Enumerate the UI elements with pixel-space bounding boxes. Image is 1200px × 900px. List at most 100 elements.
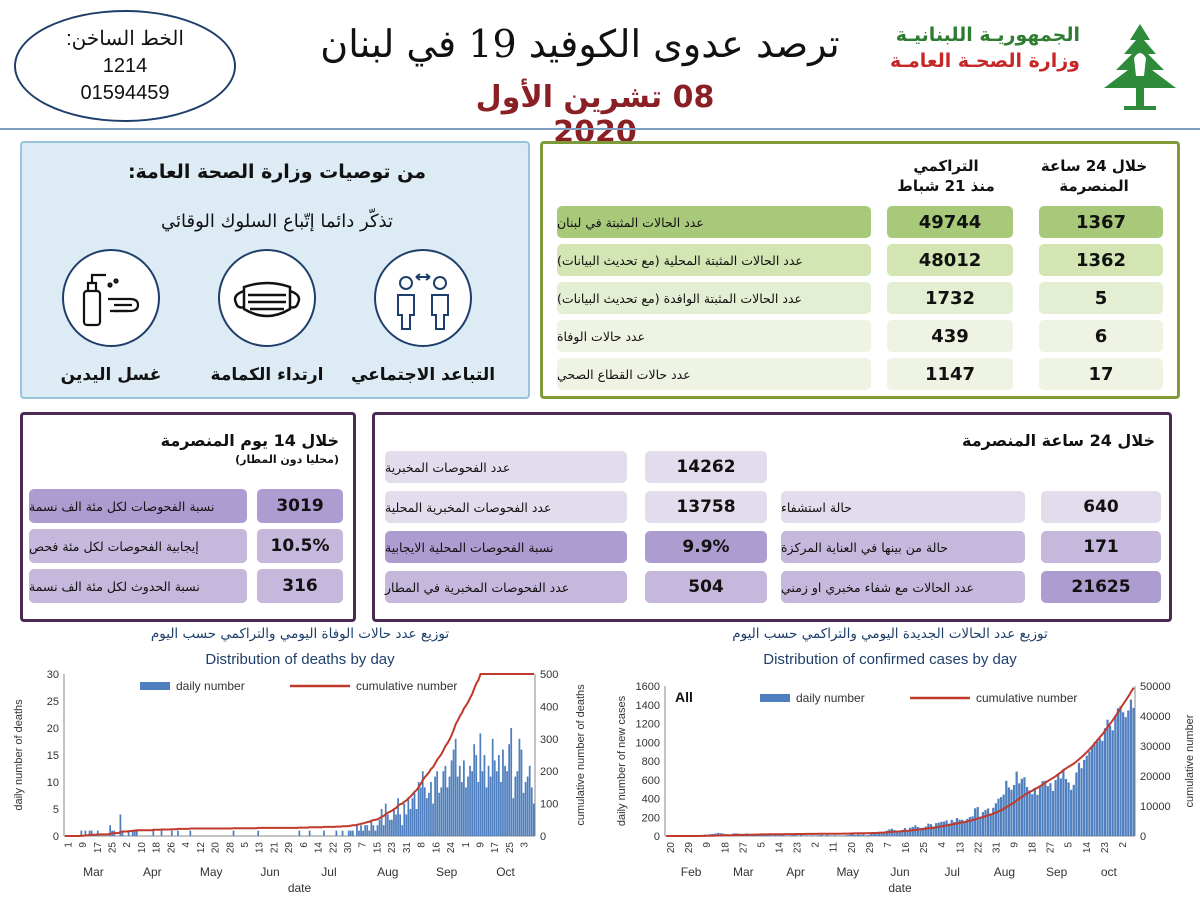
daily-bar <box>989 813 992 836</box>
daily-bar <box>864 835 868 836</box>
hand-washing-icon <box>62 249 160 347</box>
daily-bar <box>440 787 443 836</box>
daily-bar <box>127 830 130 836</box>
daily-bar <box>1070 789 1073 836</box>
x-tick-label: 24 <box>446 842 457 854</box>
cases-chart: 0 200 400 600 800 1000 1200 1400 1600 0 10000 20000… <box>616 681 1196 895</box>
daily-bar <box>784 835 787 836</box>
daily-bar <box>298 830 301 836</box>
daily-bar <box>896 830 899 836</box>
x-tick-label: 4 <box>937 842 948 848</box>
report-date: 08 تشرين الأول 2020 <box>475 80 715 150</box>
tests-value-positivity: 9.9% <box>645 531 767 563</box>
daily-bar <box>467 776 469 836</box>
y-axis-title: daily number of new cases <box>616 695 628 826</box>
daily-bar <box>776 835 779 836</box>
y-tick-label: 30 <box>47 669 59 681</box>
daily-bar <box>849 833 852 836</box>
x-tick-label: 1 <box>461 842 472 848</box>
ministry-name: الجمهوريـة اللبنانيـة وزارة الصحـة العام… <box>880 24 1080 72</box>
daily-bar <box>1023 777 1026 836</box>
summary-cumulative-total: 49744 <box>887 206 1013 238</box>
x-tick-label: 10 <box>137 842 148 854</box>
daily-bar <box>372 825 375 836</box>
month-label: oct <box>1101 865 1118 879</box>
fourteen-days-label-tests: نسبة الفحوصات لكل مئة الف نسمة <box>29 489 247 523</box>
x-tick-label: 5 <box>756 842 767 848</box>
daily-bar <box>384 803 387 836</box>
last-24h-title: خلال 24 ساعة المنصرمة <box>962 431 1155 450</box>
y-tick-label: 1200 <box>636 719 660 731</box>
y-tick-label: 0 <box>53 831 59 843</box>
month-label: Mar <box>83 865 104 879</box>
daily-bar <box>771 835 774 836</box>
daily-bar <box>485 787 488 836</box>
x-tick-label: 18 <box>1028 842 1039 854</box>
y-tick-label: 1600 <box>636 681 660 693</box>
hotline-label: الخط الساخن: <box>66 27 184 50</box>
x-tick-label: 22 <box>973 842 984 854</box>
daily-bar <box>471 771 473 836</box>
daily-bar <box>362 830 364 836</box>
fourteen-days-value-positivity: 10.5% <box>257 529 343 563</box>
daily-bar <box>958 819 961 836</box>
daily-bar <box>177 830 179 836</box>
daily-bar <box>1090 746 1094 836</box>
daily-bar <box>1031 794 1034 836</box>
daily-bar <box>308 830 311 836</box>
y-tick-label: 200 <box>642 812 660 824</box>
y2-tick-label: 100 <box>540 799 558 811</box>
x-tick-label: 27 <box>738 842 749 854</box>
daily-bar <box>1012 785 1016 836</box>
social-distancing-icon <box>374 249 472 347</box>
x-tick-label: 2 <box>811 842 822 848</box>
daily-bar <box>1111 730 1114 836</box>
daily-bar <box>940 821 943 836</box>
daily-bar <box>380 809 383 836</box>
x-axis-title: date <box>288 881 312 895</box>
daily-bar <box>481 771 484 836</box>
daily-bar <box>981 812 985 836</box>
daily-bar <box>1088 751 1091 836</box>
daily-bar <box>432 803 434 836</box>
chart-subset-label: All <box>675 689 693 705</box>
x-tick-label: 31 <box>402 842 413 854</box>
daily-bar <box>942 821 946 836</box>
daily-bar <box>460 782 463 836</box>
daily-bar <box>430 782 432 836</box>
daily-bar <box>911 826 914 836</box>
daily-bar <box>927 823 930 837</box>
daily-bar <box>1038 787 1042 836</box>
daily-bar <box>528 765 531 836</box>
daily-bar <box>974 808 977 836</box>
daily-bar <box>968 816 972 836</box>
x-tick-label: 13 <box>955 842 966 854</box>
daily-column-header-line-1: خلال 24 ساعة <box>1040 157 1148 175</box>
x-tick-label: 23 <box>793 842 804 854</box>
daily-bar <box>1054 779 1057 836</box>
daily-bar <box>836 835 839 836</box>
daily-bar <box>859 834 862 836</box>
x-tick-label: 2 <box>1118 842 1129 848</box>
daily-bar <box>948 823 951 836</box>
x-tick-label: 17 <box>490 842 501 854</box>
y-tick-label: 5 <box>53 804 59 816</box>
daily-bar <box>935 823 938 836</box>
tests-label-positivity: نسبة الفحوصات المحلية الايجابية <box>385 531 627 563</box>
month-label: Aug <box>377 865 398 879</box>
x-tick-label: 23 <box>1100 842 1111 854</box>
daily-bar <box>351 830 354 836</box>
y-tick-label: 15 <box>47 750 59 762</box>
daily-bar <box>950 819 953 837</box>
daily-bar <box>463 760 465 836</box>
daily-bar <box>779 835 782 836</box>
x-tick-label: 16 <box>901 842 912 854</box>
daily-bar <box>885 830 888 836</box>
x-tick-label: 17 <box>93 842 104 854</box>
daily-bar <box>818 835 821 836</box>
daily-bar <box>388 819 391 836</box>
summary-label-deaths: عدد حالات الوفاة <box>557 320 871 352</box>
x-tick-label: 25 <box>919 842 930 854</box>
ministry-label: وزارة الصحـة العامـة <box>889 50 1080 72</box>
daily-bar <box>417 782 420 836</box>
